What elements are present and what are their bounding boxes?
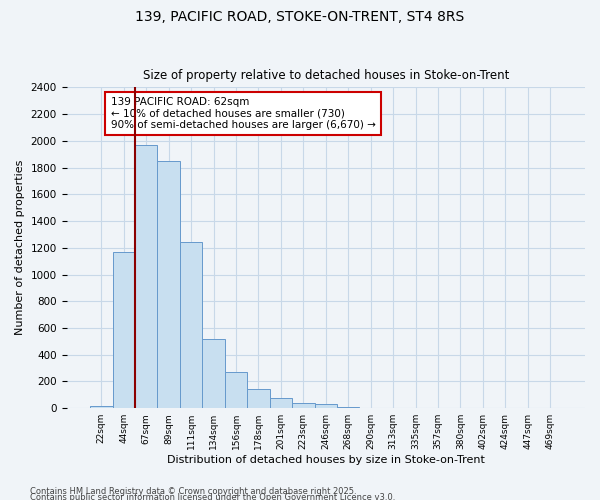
Bar — [292, 403, 314, 408]
Bar — [157, 161, 180, 408]
Y-axis label: Number of detached properties: Number of detached properties — [15, 160, 25, 336]
Bar — [135, 145, 157, 408]
Bar — [269, 398, 292, 408]
Bar — [225, 372, 247, 408]
Text: 139, PACIFIC ROAD, STOKE-ON-TRENT, ST4 8RS: 139, PACIFIC ROAD, STOKE-ON-TRENT, ST4 8… — [136, 10, 464, 24]
Bar — [113, 252, 135, 408]
Text: Contains HM Land Registry data © Crown copyright and database right 2025.: Contains HM Land Registry data © Crown c… — [30, 486, 356, 496]
Text: 139 PACIFIC ROAD: 62sqm
← 10% of detached houses are smaller (730)
90% of semi-d: 139 PACIFIC ROAD: 62sqm ← 10% of detache… — [110, 97, 376, 130]
Title: Size of property relative to detached houses in Stoke-on-Trent: Size of property relative to detached ho… — [143, 69, 509, 82]
Text: Contains public sector information licensed under the Open Government Licence v3: Contains public sector information licen… — [30, 492, 395, 500]
Bar — [247, 389, 269, 408]
Bar — [314, 404, 337, 408]
X-axis label: Distribution of detached houses by size in Stoke-on-Trent: Distribution of detached houses by size … — [167, 455, 485, 465]
Bar — [90, 406, 113, 408]
Bar — [180, 242, 202, 408]
Bar — [202, 338, 225, 408]
Bar — [337, 406, 359, 408]
